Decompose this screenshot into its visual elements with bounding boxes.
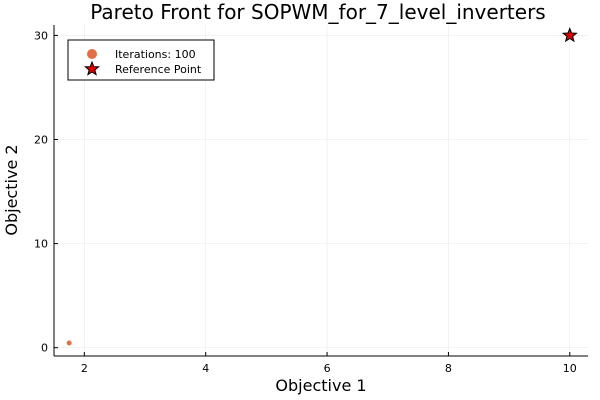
legend-box [67,39,215,81]
legend-marker-iterations [87,49,97,59]
legend-marker-reference [84,60,100,76]
pareto-point [66,340,72,346]
x-ticks: 2 4 6 8 10 [81,352,577,375]
plot-marks [66,27,578,346]
legend-label-reference: Reference Point [115,63,202,76]
reference-point-star [561,27,578,43]
y-axis-label: Objective 2 [2,144,21,235]
x-tick-label: 4 [202,362,209,375]
y-tick-label: 20 [34,133,48,146]
y-tick-label: 30 [34,29,48,42]
y-tick-label: 0 [41,342,48,355]
x-tick-label: 6 [324,362,331,375]
x-tick-label: 2 [81,362,88,375]
chart-title: Pareto Front for SOPWM_for_7_level_inver… [90,0,545,24]
legend-star-icon [84,60,100,76]
x-axis-label: Objective 1 [275,376,366,395]
x-tick-label: 8 [445,362,452,375]
y-tick-label: 10 [34,238,48,251]
legend: Iterations: 100 Reference Point [67,39,215,81]
legend-label-iterations: Iterations: 100 [115,48,196,61]
x-tick-label: 10 [563,362,577,375]
y-ticks: 0 10 20 30 [34,29,58,355]
